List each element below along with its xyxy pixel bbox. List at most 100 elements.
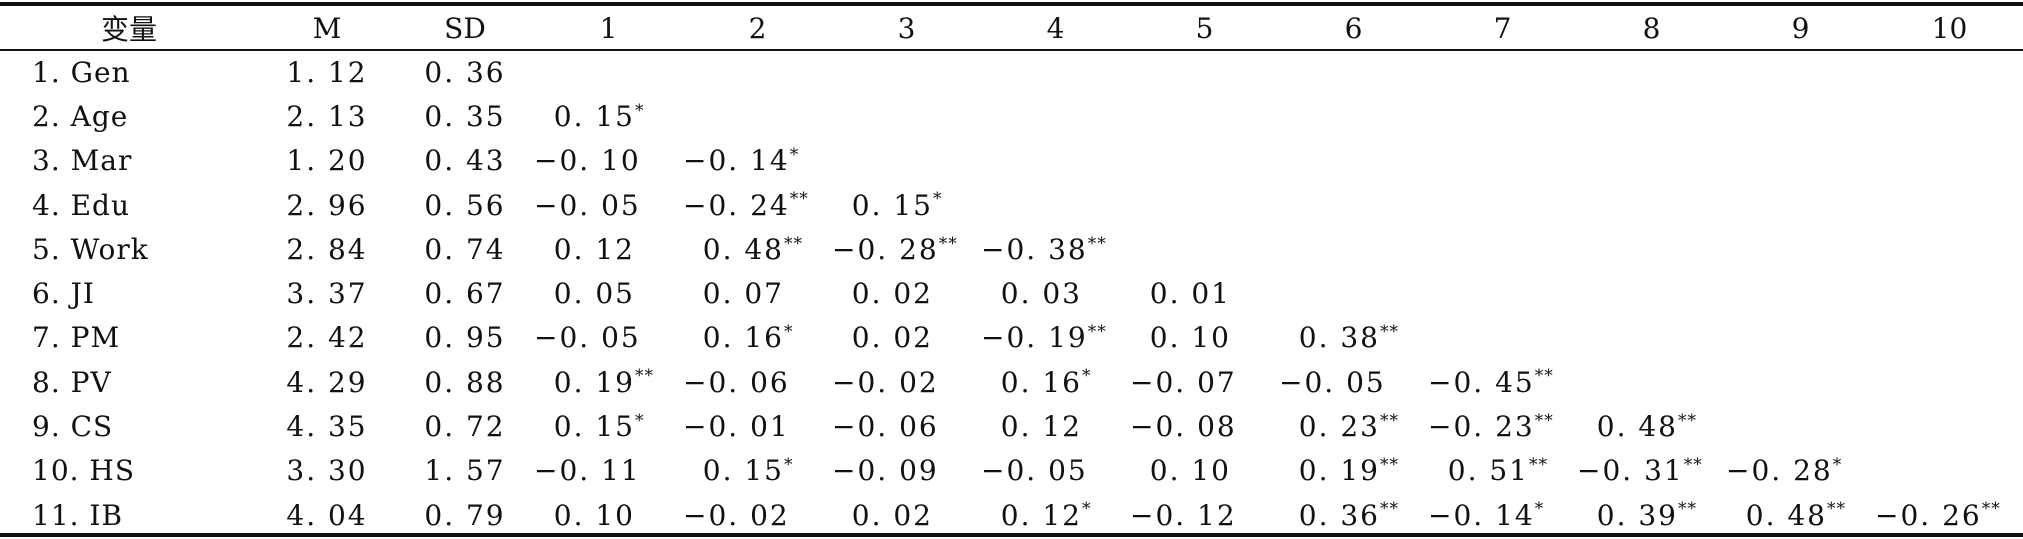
column-header: M bbox=[312, 11, 342, 45]
correlation-cell bbox=[1428, 183, 1577, 227]
correlation-value: −0. 24 bbox=[683, 188, 790, 222]
correlation-cell: 0. 12 bbox=[981, 404, 1130, 448]
correlation-cell bbox=[1875, 316, 2023, 360]
correlation-cell bbox=[1130, 50, 1279, 94]
header-row: 变量 M SD 1 2 3 4 5 6 7 8 9 10 bbox=[0, 0, 2023, 50]
correlation-cell bbox=[683, 94, 832, 138]
significance-marker: * bbox=[784, 322, 794, 343]
correlation-value: −0. 10 bbox=[534, 144, 641, 178]
correlation-cell: 0. 19** bbox=[534, 360, 683, 404]
correlation-cell bbox=[1726, 360, 1875, 404]
variable-label: 1. Gen bbox=[32, 55, 131, 89]
significance-marker: ** bbox=[1380, 454, 1399, 475]
mean-value: 2. 42 bbox=[286, 321, 368, 355]
correlation-cell: −0. 09 bbox=[832, 449, 981, 493]
correlation-cell: −0. 02 bbox=[832, 360, 981, 404]
significance-marker: ** bbox=[635, 366, 654, 387]
variable-label: 5. Work bbox=[32, 232, 149, 266]
correlation-cell bbox=[1577, 94, 1726, 138]
correlation-value: −0. 38 bbox=[981, 232, 1088, 266]
correlation-cell bbox=[1577, 227, 1726, 271]
correlation-cell bbox=[832, 94, 981, 138]
correlation-cell bbox=[683, 50, 832, 94]
correlation-value: 0. 10 bbox=[1149, 321, 1231, 355]
mean-value: 2. 13 bbox=[286, 99, 368, 133]
correlation-cell: −0. 08 bbox=[1130, 404, 1279, 448]
correlation-value: −0. 14 bbox=[1428, 498, 1535, 532]
variable-label: 11. IB bbox=[32, 498, 124, 532]
sd-value: 0. 79 bbox=[424, 498, 506, 532]
correlation-value: 0. 12 bbox=[553, 232, 635, 266]
correlation-cell bbox=[1875, 360, 2023, 404]
correlation-value: 0. 19 bbox=[1298, 454, 1380, 488]
significance-marker: ** bbox=[1827, 499, 1846, 520]
correlation-cell: −0. 14* bbox=[1428, 493, 1577, 537]
mean-value: 4. 35 bbox=[286, 410, 368, 444]
significance-marker: ** bbox=[784, 233, 803, 254]
correlation-value: −0. 05 bbox=[981, 454, 1088, 488]
correlation-cell: 0. 10 bbox=[1130, 316, 1279, 360]
correlation-cell: 0. 03 bbox=[981, 271, 1130, 315]
correlation-cell bbox=[1726, 50, 1875, 94]
correlation-cell: 0. 38** bbox=[1279, 316, 1428, 360]
correlation-cell bbox=[1577, 360, 1726, 404]
significance-marker: ** bbox=[1683, 454, 1703, 475]
correlation-cell bbox=[1726, 94, 1875, 138]
correlation-value: −0. 11 bbox=[534, 454, 641, 488]
correlation-cell bbox=[832, 50, 981, 94]
correlation-value: 0. 05 bbox=[553, 277, 635, 311]
correlation-cell: 0. 39** bbox=[1577, 493, 1726, 537]
correlation-cell bbox=[1577, 139, 1726, 183]
correlation-cell: −0. 05 bbox=[534, 183, 683, 227]
significance-marker: ** bbox=[938, 233, 958, 254]
column-header: 6 bbox=[1344, 11, 1363, 45]
correlation-cell: −0. 28* bbox=[1726, 449, 1875, 493]
correlation-cell: −0. 10 bbox=[534, 139, 683, 183]
correlation-value: −0. 02 bbox=[832, 365, 939, 399]
mean-value: 3. 30 bbox=[286, 454, 368, 488]
column-header: 10 bbox=[1931, 11, 1968, 45]
correlation-cell: 0. 02 bbox=[832, 316, 981, 360]
column-header: 1 bbox=[599, 11, 618, 45]
significance-marker: * bbox=[1082, 499, 1092, 520]
significance-marker: ** bbox=[1534, 366, 1554, 387]
correlation-value: 0. 36 bbox=[1298, 498, 1380, 532]
correlation-cell: −0. 24** bbox=[683, 183, 832, 227]
correlation-cell: −0. 07 bbox=[1130, 360, 1279, 404]
correlation-cell: 0. 15* bbox=[534, 404, 683, 448]
correlation-cell: −0. 14* bbox=[683, 139, 832, 183]
variable-label: 4. Edu bbox=[32, 188, 131, 222]
table-row: 10. HS 3. 30 1. 57 −0. 11 0. 15* −0. 09 −0. 05… bbox=[0, 449, 2023, 493]
correlation-cell bbox=[1279, 183, 1428, 227]
correlation-cell: 0. 48** bbox=[1726, 493, 1875, 537]
variable-label: 3. Mar bbox=[32, 144, 133, 178]
correlation-value: 0. 15 bbox=[851, 188, 933, 222]
correlation-cell: 0. 16* bbox=[981, 360, 1130, 404]
sd-value: 0. 95 bbox=[424, 321, 506, 355]
column-header: 5 bbox=[1195, 11, 1214, 45]
sd-value: 0. 74 bbox=[424, 232, 506, 266]
correlation-cell bbox=[1875, 94, 2023, 138]
sd-value: 0. 88 bbox=[424, 365, 506, 399]
correlation-value: −0. 05 bbox=[534, 188, 641, 222]
table-row: 6. JI 3. 37 0. 67 0. 05 0. 07 0. 02 0. 03 0. 01 bbox=[0, 271, 2023, 315]
correlation-cell: 0. 48** bbox=[1577, 404, 1726, 448]
correlation-cell: −0. 06 bbox=[832, 404, 981, 448]
significance-marker: * bbox=[635, 410, 645, 431]
correlation-cell: −0. 23** bbox=[1428, 404, 1577, 448]
correlation-value: 0. 15 bbox=[553, 410, 635, 444]
variable-label: 7. PM bbox=[32, 321, 121, 355]
correlation-cell: −0. 28** bbox=[832, 227, 981, 271]
correlation-cell bbox=[1130, 139, 1279, 183]
correlation-cell bbox=[1279, 139, 1428, 183]
correlation-cell bbox=[1428, 139, 1577, 183]
significance-marker: ** bbox=[1981, 499, 2001, 520]
variable-label: 2. Age bbox=[32, 99, 129, 133]
column-header: 9 bbox=[1791, 11, 1810, 45]
correlation-cell: −0. 11 bbox=[534, 449, 683, 493]
correlation-cell bbox=[1875, 271, 2023, 315]
correlation-cell bbox=[1130, 183, 1279, 227]
correlation-value: 0. 48 bbox=[702, 232, 784, 266]
correlation-cell: 0. 07 bbox=[683, 271, 832, 315]
correlation-value: 0. 15 bbox=[553, 99, 635, 133]
